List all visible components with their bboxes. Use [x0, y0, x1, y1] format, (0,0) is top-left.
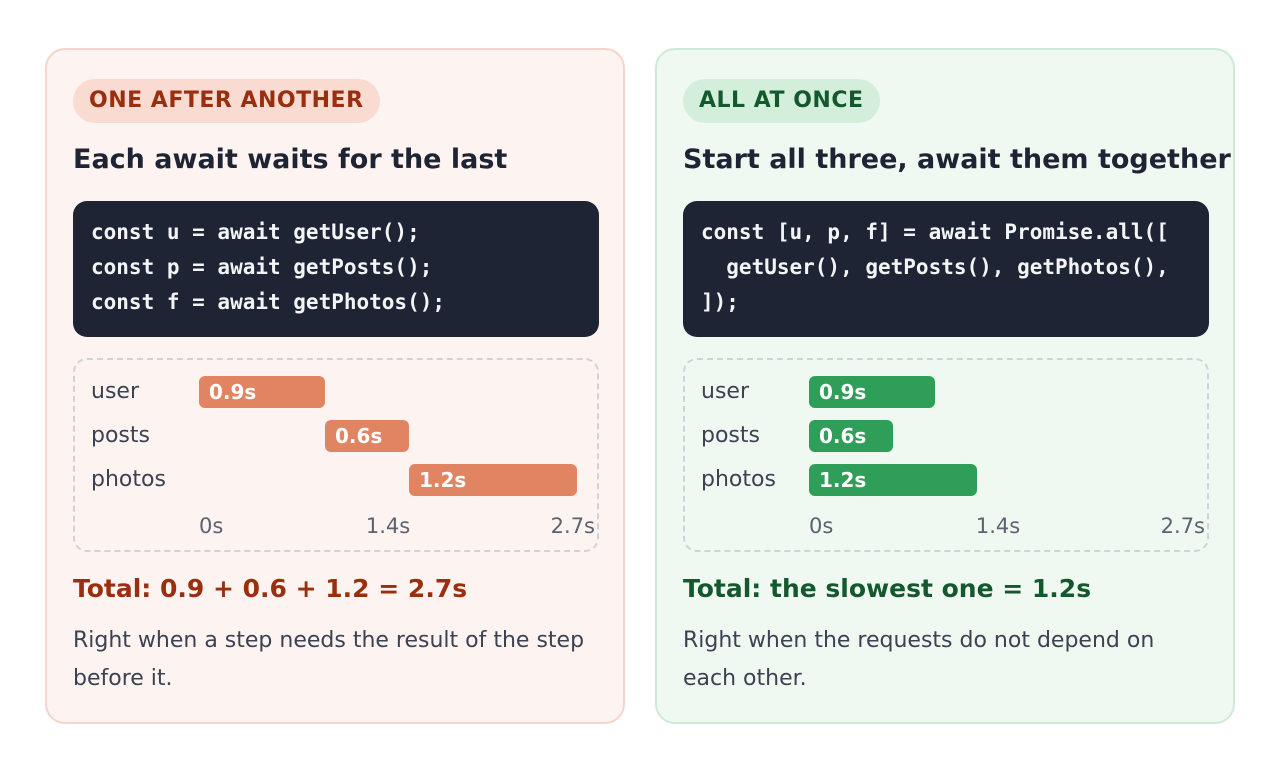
sequential-card: ONE AFTER ANOTHER Each await waits for t…: [45, 48, 625, 724]
code-line: ]);: [701, 290, 739, 314]
bar-photos: 1.2s: [809, 464, 977, 496]
parallel-code-block: const [u, p, f] = await Promise.all([ ge…: [683, 201, 1209, 337]
tick-end: 2.7s: [1160, 514, 1205, 538]
code-line: const p = await getPosts();: [91, 255, 433, 279]
sequential-badge: ONE AFTER ANOTHER: [73, 79, 380, 123]
bar-photos: 1.2s: [409, 464, 577, 496]
row-label-posts: posts: [91, 423, 150, 448]
tick-start: 0s: [199, 514, 224, 538]
row-label-user: user: [91, 379, 139, 404]
code-line: const u = await getUser();: [91, 220, 420, 244]
sequential-heading: Each await waits for the last: [73, 144, 508, 175]
bar-user: 0.9s: [809, 376, 935, 408]
row-label-photos: photos: [91, 467, 166, 492]
parallel-total: Total: the slowest one = 1.2s: [683, 574, 1092, 603]
row-label-posts: posts: [701, 423, 760, 448]
row-label-user: user: [701, 379, 749, 404]
bar-posts: 0.6s: [809, 420, 893, 452]
tick-mid: 1.4s: [365, 514, 411, 538]
tick-end: 2.7s: [550, 514, 595, 538]
tick-mid: 1.4s: [975, 514, 1021, 538]
parallel-card: ALL AT ONCE Start all three, await them …: [655, 48, 1235, 724]
code-line: const f = await getPhotos();: [91, 290, 446, 314]
code-line: getUser(), getPosts(), getPhotos(),: [701, 255, 1169, 279]
tick-start: 0s: [809, 514, 834, 538]
code-line: const [u, p, f] = await Promise.all([: [701, 220, 1169, 244]
sequential-note: Right when a step needs the result of th…: [73, 628, 585, 691]
bar-posts: 0.6s: [325, 420, 409, 452]
sequential-code-block: const u = await getUser(); const p = awa…: [73, 201, 599, 337]
parallel-timeline: user posts photos 0.9s 0.6s 1.2s 0s 1.4s…: [683, 358, 1209, 552]
parallel-note: Right when the requests do not depend on…: [683, 628, 1155, 691]
parallel-heading: Start all three, await them together: [683, 144, 1231, 175]
parallel-badge: ALL AT ONCE: [683, 79, 880, 123]
bar-user: 0.9s: [199, 376, 325, 408]
sequential-timeline: user posts photos 0.9s 0.6s 1.2s 0s 1.4s…: [73, 358, 599, 552]
sequential-total: Total: 0.9 + 0.6 + 1.2 = 2.7s: [73, 574, 468, 603]
row-label-photos: photos: [701, 467, 776, 492]
